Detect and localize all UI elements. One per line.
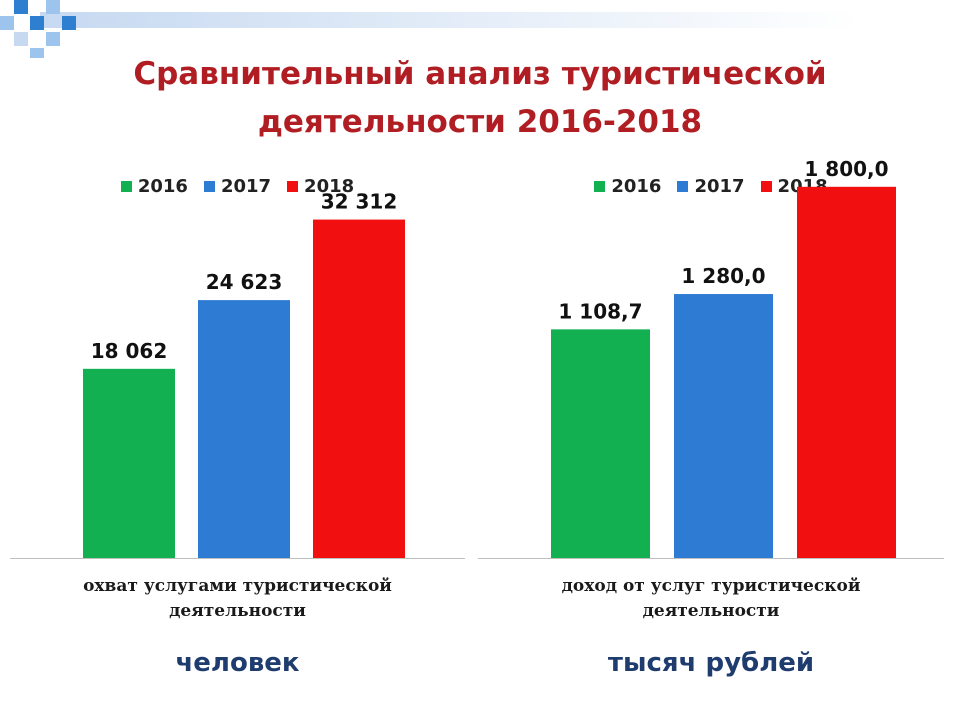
data-label-2017: 1 280,0 [681, 264, 765, 288]
x-axis-label: охват услугами туристической деятельност… [10, 574, 465, 624]
legend-item-2017: 2017 [203, 176, 272, 197]
bar-2017 [674, 294, 773, 558]
x-axis-label-line-1: охват услугами туристической [83, 576, 392, 596]
legend-label: 2016 [611, 176, 662, 197]
legend-swatch-2017 [203, 181, 215, 192]
x-axis-label-line-2: деятельности [169, 601, 306, 621]
data-label-2018: 1 800,0 [804, 157, 888, 181]
legend-label: 2017 [694, 176, 745, 197]
legend-label: 2016 [137, 176, 188, 197]
slide-title: Сравнительный анализ туристической деяте… [0, 50, 960, 146]
unit-label: тысяч рублей [607, 648, 815, 678]
x-axis-label: доход от услуг туристической деятельност… [478, 574, 944, 624]
legend-swatch-2018 [287, 181, 299, 192]
legend-item-2017: 2017 [677, 176, 745, 197]
slide-title-line-1: Сравнительный анализ туристической [133, 56, 827, 92]
legend-swatch-2016 [594, 181, 606, 192]
slide-title-line-2: деятельности 2016-2018 [257, 104, 703, 140]
bar-2018 [797, 186, 896, 558]
legend: 2016 2017 2018 [10, 176, 465, 197]
bar-2018 [313, 219, 405, 558]
data-label-2018: 32 312 [321, 190, 398, 214]
bar-plot: 1 108,7 1 280,0 1 800,0 [478, 157, 944, 559]
x-axis-label-line-1: доход от услуг туристической [561, 576, 861, 596]
data-label-2017: 24 623 [206, 270, 283, 294]
chart-tourist-income: 2016 2017 2018 1 108,7 1 280,0 1 800,0 дох… [478, 157, 944, 710]
legend-swatch-2016 [120, 181, 132, 192]
chart-tourist-coverage: 2016 2017 2018 18 062 24 623 32 312 охват … [10, 160, 465, 710]
legend-item-2018: 2018 [287, 176, 354, 197]
x-axis-label-line-2: деятельности [642, 601, 780, 621]
unit-label: человек [175, 648, 300, 678]
legend-label: 2018 [304, 176, 355, 197]
bar-2017 [198, 300, 290, 558]
data-label-2016: 1 108,7 [558, 299, 642, 323]
legend-swatch-2018 [760, 181, 772, 192]
decorative-squares [0, 0, 860, 58]
legend-swatch-2017 [677, 181, 689, 192]
bar-plot: 18 062 24 623 32 312 [10, 190, 465, 559]
legend-item-2016: 2016 [594, 176, 661, 197]
data-label-2016: 18 062 [91, 339, 168, 363]
bar-2016 [551, 329, 650, 558]
legend-item-2016: 2016 [120, 176, 188, 197]
bar-2016 [83, 368, 175, 558]
legend-label: 2017 [220, 176, 272, 197]
